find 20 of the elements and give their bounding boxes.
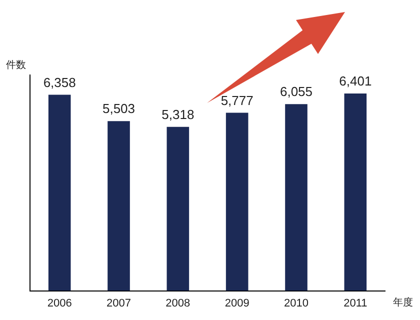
- data-label: 6,401: [339, 74, 372, 89]
- bar: [166, 126, 190, 291]
- bar: [48, 94, 71, 291]
- x-tick-label: 2008: [166, 297, 190, 310]
- data-label: 5,318: [162, 106, 194, 122]
- y-axis-title: 件数: [6, 60, 26, 71]
- bar: [226, 112, 248, 291]
- bar: [285, 104, 308, 291]
- data-label: 5,503: [102, 101, 136, 116]
- data-label: 6,055: [280, 84, 313, 100]
- x-axis-title: 年度: [393, 296, 413, 309]
- x-tick-label: 2009: [224, 297, 250, 310]
- x-tick-label: 2006: [47, 297, 72, 310]
- x-tick-label: 2010: [284, 297, 308, 310]
- x-tick-label: 2011: [344, 297, 368, 310]
- x-tick-label: 2007: [106, 297, 131, 310]
- data-label: 5,777: [220, 92, 254, 108]
- bar: [108, 121, 130, 291]
- bar: [344, 93, 367, 291]
- data-label: 6,358: [43, 74, 76, 90]
